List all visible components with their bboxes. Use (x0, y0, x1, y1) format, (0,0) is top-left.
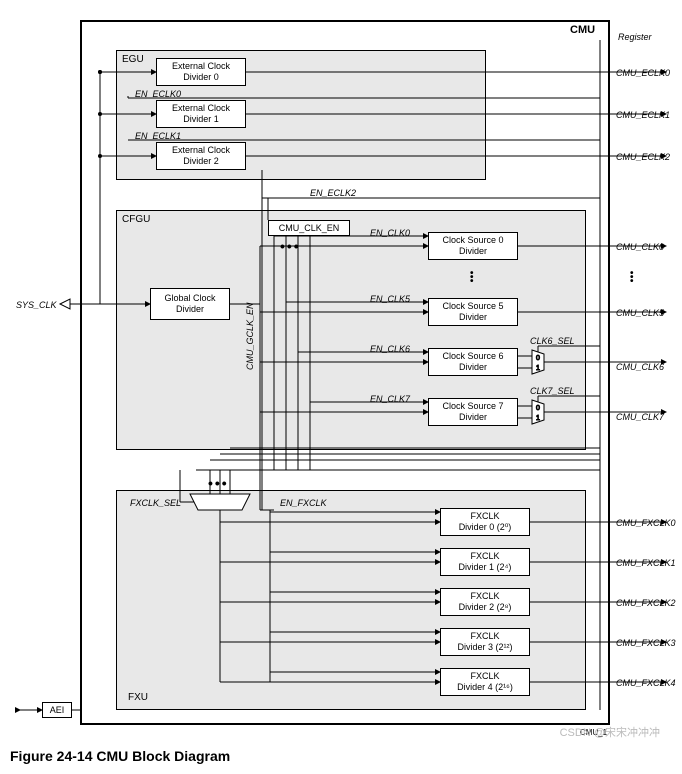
watermark: CSDN @宋宋冲冲冲 (560, 724, 660, 740)
figure-caption: Figure 24-14 CMU Block Diagram (10, 748, 672, 764)
svg-text:1: 1 (536, 365, 540, 372)
connection-lines: 0 1 0 1 (10, 10, 670, 740)
svg-text:0: 0 (536, 355, 540, 362)
svg-text:1: 1 (536, 415, 540, 422)
cmu-block-diagram: CMU Register EGU External Clock Divider … (10, 10, 670, 740)
svg-text:0: 0 (536, 405, 540, 412)
